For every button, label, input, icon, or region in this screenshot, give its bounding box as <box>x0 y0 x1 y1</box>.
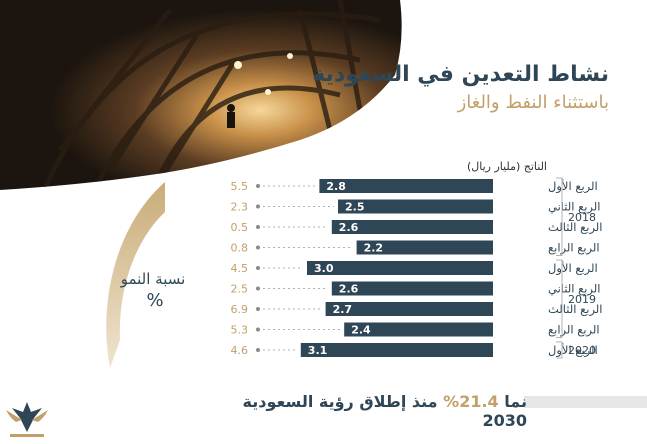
output-bar <box>331 220 493 234</box>
year-bracket <box>556 177 563 256</box>
quarter-label: الربع الثاني <box>548 200 600 215</box>
growth-gauge-arc <box>106 182 165 368</box>
growth-value-label: 4.6 <box>231 344 249 357</box>
mine-tunnel-photo <box>0 0 647 200</box>
output-bar <box>300 343 493 357</box>
quarter-label: الربع الرابع <box>548 241 600 256</box>
quarter-label: الربع الأول <box>548 261 598 276</box>
footer-prefix: نما <box>504 392 527 411</box>
output-value-label: 2.7 <box>333 303 353 316</box>
quarter-label: الربع الأول <box>548 343 598 358</box>
output-bar <box>338 199 493 214</box>
footer-accent-bar <box>524 396 647 408</box>
output-value-label: 2.2 <box>364 242 384 255</box>
year-label: 2020 <box>568 344 596 357</box>
footer-suffix: منذ إطلاق رؤية السعودية 2030 <box>242 392 527 430</box>
growth-value-label: 0.5 <box>231 221 249 234</box>
growth-value-label: 5.3 <box>231 324 249 337</box>
growth-gauge-percent: % <box>146 290 164 311</box>
output-bar <box>325 302 493 316</box>
leader-dot <box>256 327 260 332</box>
growth-value-label: 2.5 <box>231 283 249 296</box>
quarter-label: الربع الأول <box>548 179 598 194</box>
quarter-label: الربع الرابع <box>548 323 600 338</box>
output-value-label: 2.6 <box>339 283 359 296</box>
leader-dot <box>256 286 260 291</box>
output-bar <box>307 261 493 275</box>
leader-dot <box>256 184 260 188</box>
output-value-label: 2.5 <box>345 201 365 214</box>
year-label: 2019 <box>568 293 596 306</box>
growth-value-label: 4.5 <box>231 262 249 275</box>
growth-gauge-label: نسبة النمو <box>120 270 186 288</box>
growth-value-label: 2.3 <box>231 201 249 214</box>
growth-value-label: 5.5 <box>231 180 249 193</box>
leader-dot <box>256 225 260 229</box>
leader-dot <box>256 245 260 250</box>
output-bar <box>344 322 493 337</box>
output-value-label: 2.4 <box>351 324 371 337</box>
publisher-logo <box>4 398 50 440</box>
leader-dot <box>256 348 260 352</box>
leader-dot <box>256 266 260 270</box>
page-title: نشاط التعدين في السعودية <box>312 62 609 87</box>
leader-dot <box>256 307 260 311</box>
output-unit-label: الناتج (مليار ريال) <box>466 160 547 173</box>
page-subtitle: باستثناء النفط والغاز <box>457 92 609 113</box>
output-value-label: 2.8 <box>326 180 346 193</box>
output-value-label: 3.1 <box>308 344 328 357</box>
output-value-label: 2.6 <box>339 221 359 234</box>
output-bar <box>319 179 493 193</box>
leader-dot <box>256 204 260 209</box>
quarter-label: الربع الثاني <box>548 282 600 297</box>
growth-value-label: 0.8 <box>231 242 249 255</box>
output-bar <box>356 240 493 255</box>
growth-value-label: 6.9 <box>231 303 249 316</box>
year-bracket <box>556 341 563 359</box>
year-label: 2018 <box>568 211 596 224</box>
footer-growth-highlight: 21.4% <box>443 392 499 411</box>
output-value-label: 3.0 <box>314 262 334 275</box>
output-bar <box>331 281 493 296</box>
year-bracket <box>556 259 563 338</box>
footer-statement: نما 21.4% منذ إطلاق رؤية السعودية 2030 <box>207 392 527 430</box>
